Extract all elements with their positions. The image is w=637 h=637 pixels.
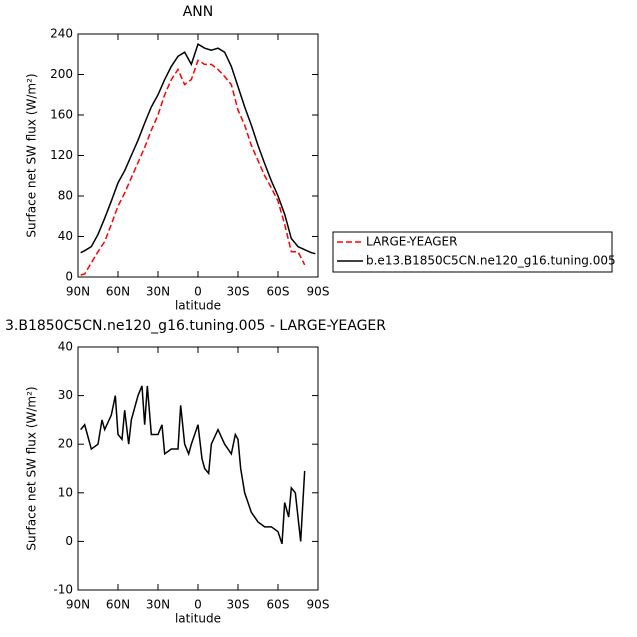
x-tick-label: 60N <box>106 285 130 299</box>
x-tick-label: 60N <box>106 598 130 612</box>
legend-label: LARGE-YEAGER <box>366 235 457 249</box>
y-tick-label: 0 <box>65 270 73 284</box>
y-tick-label: 200 <box>50 67 73 81</box>
x-axis-label: latitude <box>175 299 221 313</box>
y-tick-label: 40 <box>58 229 73 243</box>
y-tick-label: 0 <box>65 534 73 548</box>
y-tick-label: 160 <box>50 108 73 122</box>
plot-frame <box>77 346 319 591</box>
y-tick-label: 30 <box>58 388 73 402</box>
x-tick-label: 90N <box>66 285 90 299</box>
data-line <box>80 42 316 255</box>
chart-title: ANN <box>183 4 214 20</box>
data-line <box>80 59 306 276</box>
y-tick-label: 40 <box>58 340 73 354</box>
x-tick-label: 60S <box>267 598 290 612</box>
x-tick-label: 30N <box>146 598 170 612</box>
x-tick-label: 30N <box>146 285 170 299</box>
x-tick-label: 0 <box>194 598 202 612</box>
y-tick-label: 120 <box>50 148 73 162</box>
x-tick-label: 90S <box>307 598 330 612</box>
legend-label: b.e13.B1850C5CN.ne120_g16.tuning.005 <box>366 254 616 268</box>
x-tick-label: 90S <box>307 285 330 299</box>
legend-box <box>332 231 613 273</box>
x-axis-label: latitude <box>175 612 221 626</box>
x-tick-label: 30S <box>227 285 250 299</box>
y-tick-label: 240 <box>50 27 73 41</box>
y-tick-label: 10 <box>58 485 73 499</box>
plot-frame <box>77 33 319 278</box>
x-tick-label: 90N <box>66 598 90 612</box>
y-axis-label: Surface net SW flux (W/m²) <box>25 386 39 550</box>
y-tick-label: -10 <box>53 583 73 597</box>
chart-title: 3.B1850C5CN.ne120_g16.tuning.005 - LARGE… <box>5 318 386 334</box>
y-tick-label: 20 <box>58 437 73 451</box>
x-tick-label: 60S <box>267 285 290 299</box>
x-tick-label: 0 <box>194 285 202 299</box>
y-tick-label: 80 <box>58 189 73 203</box>
y-axis-label: Surface net SW flux (W/m²) <box>25 73 39 237</box>
data-line <box>80 385 306 545</box>
x-tick-label: 30S <box>227 598 250 612</box>
